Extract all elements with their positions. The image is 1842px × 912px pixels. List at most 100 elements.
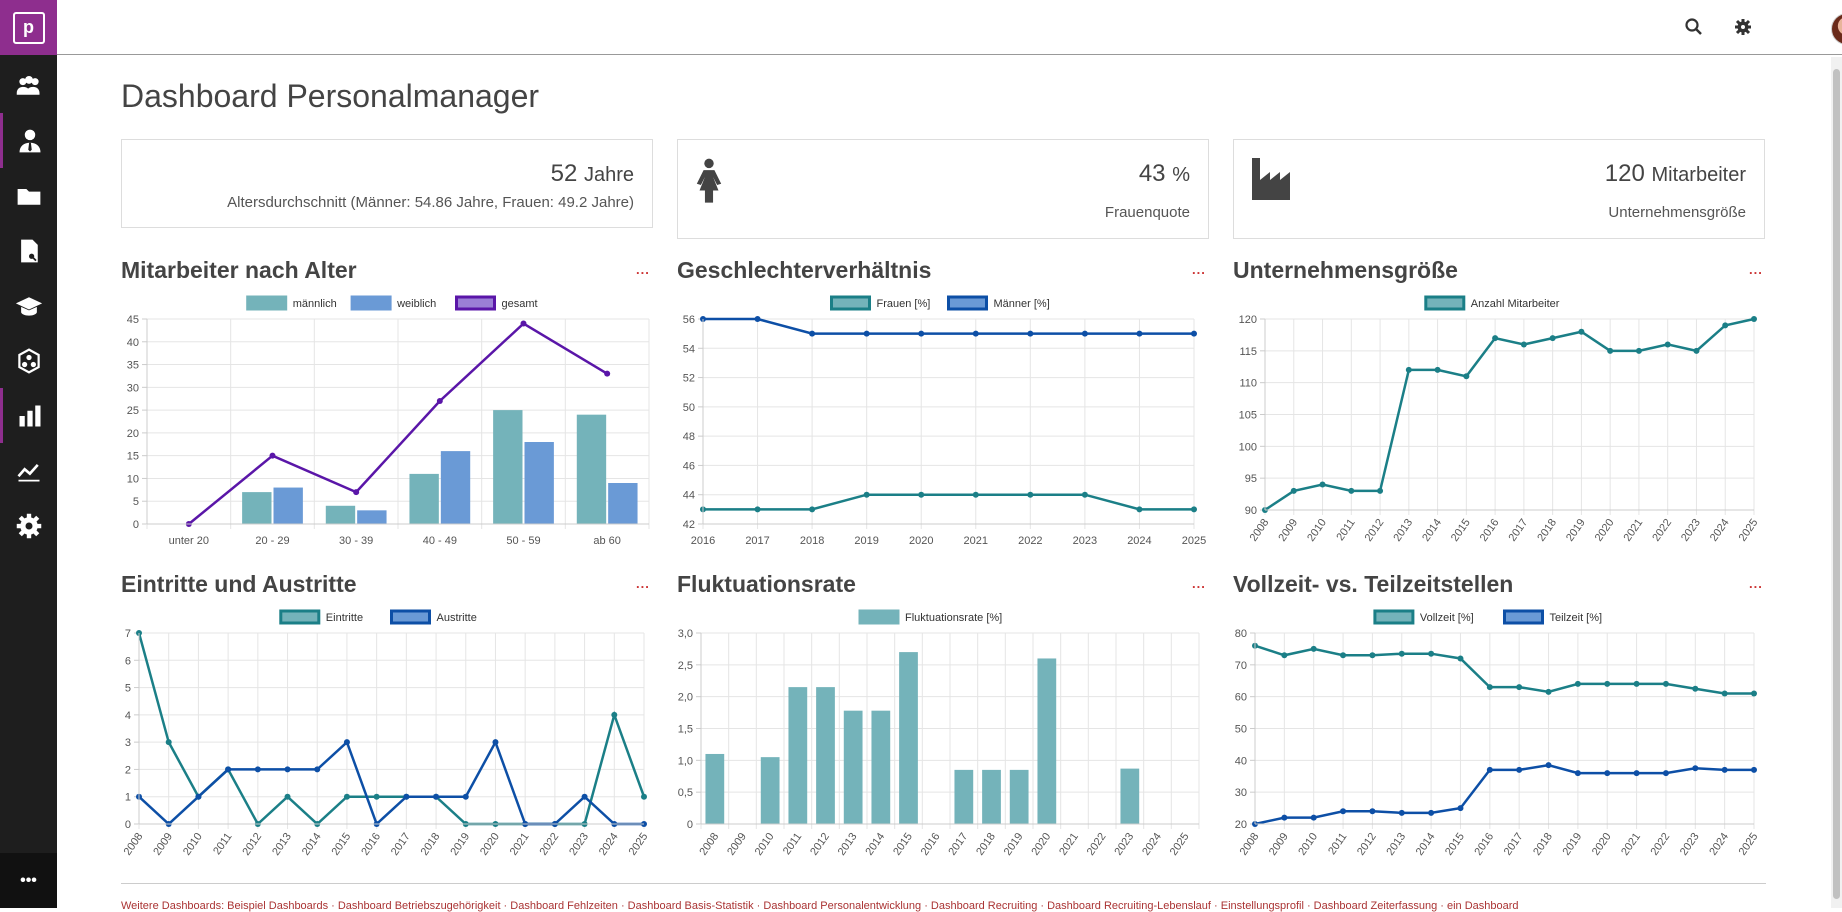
legend-label: Vollzeit [%] xyxy=(1420,612,1474,624)
x-tick-label: 2025 xyxy=(1737,517,1761,544)
panel-menu-button[interactable]: ... xyxy=(636,262,650,277)
legend-label: männlich xyxy=(293,298,337,310)
factory-icon xyxy=(1252,158,1290,200)
sidebar-item-analytics[interactable] xyxy=(0,443,57,498)
bar-Fluktuationsrate [%] xyxy=(954,769,974,824)
data-point-Anzahl Mitarbeiter xyxy=(1377,487,1384,494)
data-point-Teilzeit [%] xyxy=(1369,808,1376,815)
folder-icon xyxy=(17,188,40,205)
panel-menu-button[interactable]: ... xyxy=(636,576,650,591)
x-tick-label: 2013 xyxy=(1384,831,1408,858)
y-tick-label: 54 xyxy=(683,343,695,355)
legend-swatch xyxy=(1503,609,1544,625)
panel-title-entries-exits: Eintritte und Austritte xyxy=(121,571,357,597)
panel-menu-button[interactable]: ... xyxy=(1192,576,1206,591)
sidebar-item-group[interactable] xyxy=(0,58,57,113)
bar-männlich xyxy=(325,505,356,524)
legend-swatch xyxy=(246,295,288,311)
top-bar xyxy=(57,0,1842,55)
sidebar-item-folder[interactable] xyxy=(0,168,57,223)
group-icon xyxy=(16,75,39,95)
data-point-Vollzeit [%] xyxy=(1662,680,1669,687)
data-point-Vollzeit [%] xyxy=(1574,680,1581,687)
data-point-Frauen [%] xyxy=(1136,506,1143,513)
scrollbar[interactable] xyxy=(1831,57,1842,908)
x-tick-label: 2023 xyxy=(567,831,591,858)
x-tick-label: 2016 xyxy=(1478,517,1502,544)
x-tick-label: 2009 xyxy=(725,831,749,858)
data-point-Männer [%] xyxy=(754,316,761,322)
x-tick-label: 2019 xyxy=(854,535,878,547)
bar-chart-icon xyxy=(19,405,41,426)
y-tick-label: 5 xyxy=(125,683,131,695)
y-tick-label: 0 xyxy=(125,819,131,831)
x-tick-label: 2010 xyxy=(753,831,777,858)
data-point-Vollzeit [%] xyxy=(1457,655,1464,662)
x-tick-label: 2020 xyxy=(478,831,502,858)
data-point-Austritte xyxy=(343,739,350,746)
search-icon[interactable] xyxy=(1684,17,1704,37)
app-logo[interactable]: p xyxy=(0,0,57,55)
y-tick-label: 60 xyxy=(1235,692,1247,704)
sidebar-item-dashboard[interactable] xyxy=(0,388,57,443)
bar-männlich xyxy=(493,410,523,524)
sidebar-item-training[interactable] xyxy=(0,278,57,333)
scrollbar-thumb[interactable] xyxy=(1833,69,1840,899)
y-tick-label: 100 xyxy=(1239,441,1257,453)
series-line-gesamt xyxy=(188,322,608,525)
data-point-Vollzeit [%] xyxy=(1310,645,1317,652)
data-point-Teilzeit [%] xyxy=(1457,805,1464,812)
data-point-Männer [%] xyxy=(1191,330,1197,337)
data-point-Frauen [%] xyxy=(1191,506,1197,513)
y-tick-label: 20 xyxy=(127,428,139,440)
x-tick-label: 2012 xyxy=(808,831,832,858)
footer-links[interactable]: Weitere Dashboards: Beispiel Dashboards … xyxy=(121,900,1519,912)
sidebar-more-button[interactable]: ••• xyxy=(0,853,57,908)
x-tick-label: 2023 xyxy=(1678,831,1702,858)
panel-menu-button[interactable]: ... xyxy=(1192,262,1206,277)
x-tick-label: 2013 xyxy=(1391,517,1415,544)
page-title: Dashboard Personalmanager xyxy=(121,78,540,114)
x-tick-label: 2016 xyxy=(691,535,715,547)
data-point-Anzahl Mitarbeiter xyxy=(1693,347,1700,354)
data-point-Vollzeit [%] xyxy=(1721,690,1728,697)
data-point-Vollzeit [%] xyxy=(1751,690,1757,697)
age-chart: männlich weiblich gesamt 0 5 10 15 20 25 30 35 40 45… xyxy=(127,295,650,547)
x-tick-label: 2021 xyxy=(964,535,988,547)
data-point-Frauen [%] xyxy=(809,506,816,513)
data-point-Teilzeit [%] xyxy=(1574,770,1581,777)
data-point-gesamt xyxy=(353,489,360,496)
gear-icon[interactable] xyxy=(1733,17,1753,37)
sidebar-item-document-search[interactable] xyxy=(0,223,57,278)
data-point-Teilzeit [%] xyxy=(1516,766,1523,773)
sidebar-item-settings[interactable] xyxy=(0,498,57,553)
legend-label: Männer [%] xyxy=(994,298,1050,310)
series-line-Eintritte xyxy=(137,632,646,827)
bar-Fluktuationsrate [%] xyxy=(705,753,725,824)
bar-weiblich xyxy=(273,487,303,524)
bar-Fluktuationsrate [%] xyxy=(899,652,918,824)
data-point-Teilzeit [%] xyxy=(1751,766,1757,773)
panel-menu-button[interactable]: ... xyxy=(1749,576,1763,591)
legend-swatch xyxy=(830,295,871,311)
y-tick-label: 3,0 xyxy=(678,628,693,640)
data-point-Vollzeit [%] xyxy=(1545,688,1552,695)
avatar[interactable] xyxy=(1831,13,1842,45)
x-tick-label: 2016 xyxy=(359,831,383,858)
bar-Fluktuationsrate [%] xyxy=(816,687,835,824)
data-point-Frauen [%] xyxy=(1027,491,1034,498)
data-point-Männer [%] xyxy=(863,330,870,337)
sidebar-item-network[interactable] xyxy=(0,333,57,388)
data-point-Anzahl Mitarbeiter xyxy=(1405,366,1412,373)
y-tick-label: 30 xyxy=(1235,787,1247,799)
x-tick-label: 2018 xyxy=(419,831,443,858)
x-tick-label: 2022 xyxy=(537,831,561,858)
sidebar-item-manager[interactable] xyxy=(0,113,57,168)
x-tick-label: 2011 xyxy=(1326,831,1349,857)
series-line-Vollzeit [%] xyxy=(1254,644,1754,695)
kpi-value: 120 Mitarbeiter xyxy=(1604,160,1746,187)
data-point-Anzahl Mitarbeiter xyxy=(1434,366,1441,373)
panel-menu-button[interactable]: ... xyxy=(1749,262,1763,277)
y-tick-label: 52 xyxy=(683,373,695,385)
